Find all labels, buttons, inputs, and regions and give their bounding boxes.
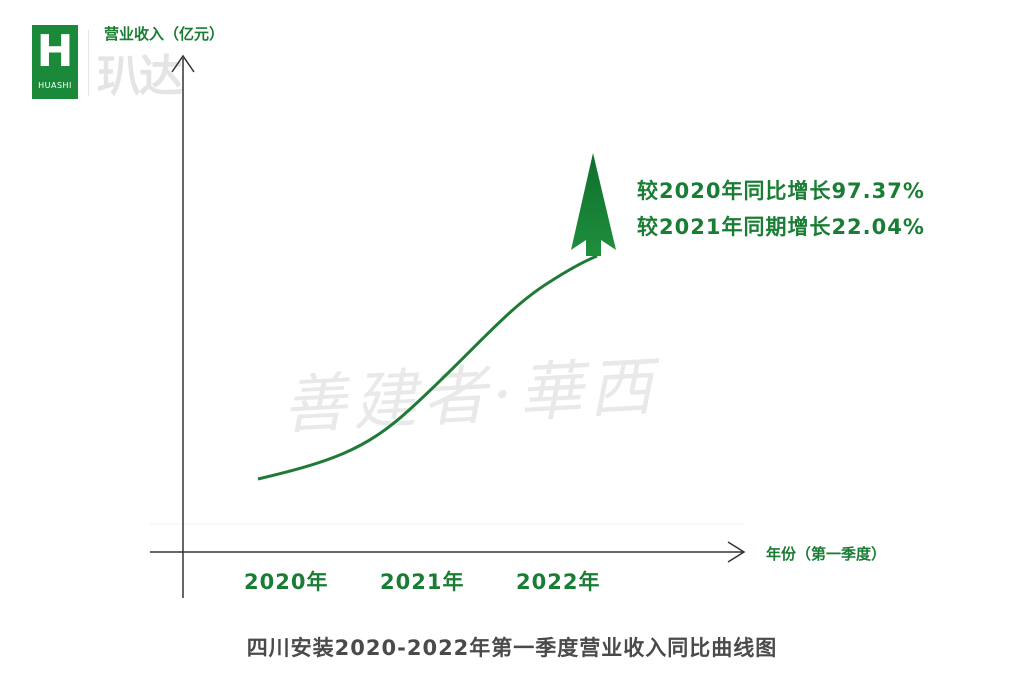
annotation-yoy-2020: 较2020年同比增长97.37% [637, 179, 925, 203]
logo-glyph: 玐达 [97, 51, 183, 102]
series-line [257, 254, 598, 481]
annotation-yoy-2021: 较2021年同期增长22.04% [637, 215, 925, 239]
logo-divider [88, 30, 89, 96]
trend-arrow [571, 153, 616, 256]
x-tick-label: 2021年 [380, 570, 465, 594]
x-tick-label: 2020年 [244, 570, 329, 594]
x-axis-arrow [727, 541, 746, 563]
huashi-logo-icon: H HUASHI [32, 25, 78, 99]
logo-brand-text: HUASHI [38, 81, 72, 90]
y-axis-arrow [171, 54, 195, 73]
x-tick-label: 2022年 [516, 570, 601, 594]
y-axis-label: 营业收入（亿元） [104, 25, 225, 43]
x-axis-label: 年份（第一季度） [766, 545, 887, 563]
chart-title: 四川安装2020-2022年第一季度营业收入同比曲线图 [246, 636, 778, 660]
logo-h-mark: H [36, 26, 74, 77]
